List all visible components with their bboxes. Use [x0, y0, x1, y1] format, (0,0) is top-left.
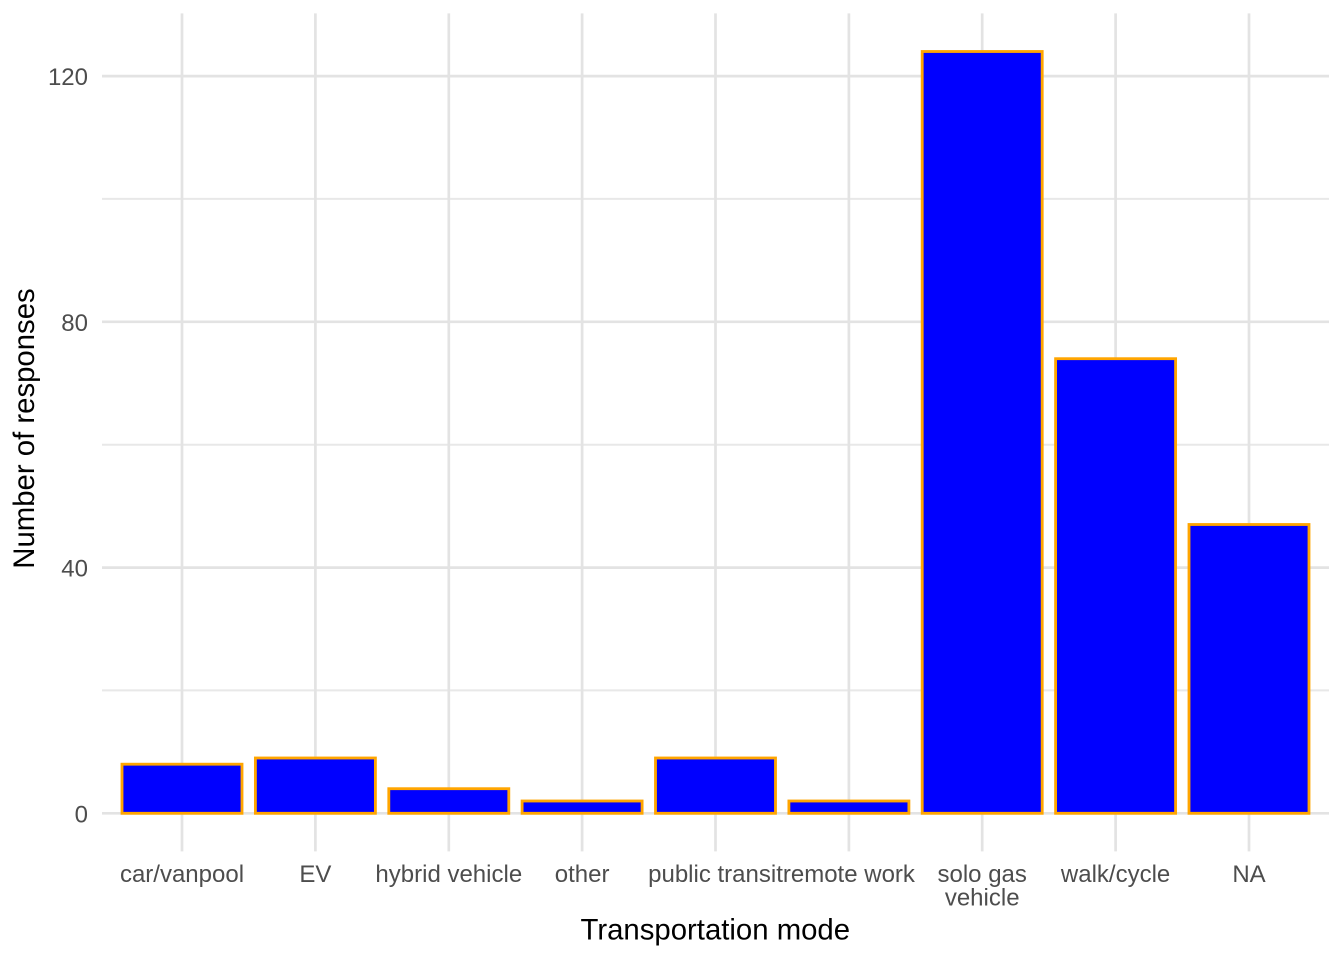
- svg-text:NA: NA: [1232, 861, 1265, 888]
- svg-text:120: 120: [48, 64, 88, 91]
- svg-text:0: 0: [75, 801, 88, 828]
- svg-text:car/vanpool: car/vanpool: [120, 861, 244, 888]
- svg-text:EV: EV: [299, 861, 331, 888]
- svg-text:Transportation mode: Transportation mode: [581, 914, 851, 947]
- svg-text:40: 40: [61, 556, 88, 583]
- svg-text:hybrid vehicle: hybrid vehicle: [375, 861, 522, 888]
- svg-text:remote work: remote work: [783, 861, 916, 888]
- svg-text:walk/cycle: walk/cycle: [1060, 861, 1170, 888]
- svg-text:80: 80: [61, 310, 88, 337]
- svg-text:Number of responses: Number of responses: [8, 288, 41, 568]
- svg-text:other: other: [555, 861, 610, 888]
- svg-text:public transit: public transit: [648, 861, 783, 888]
